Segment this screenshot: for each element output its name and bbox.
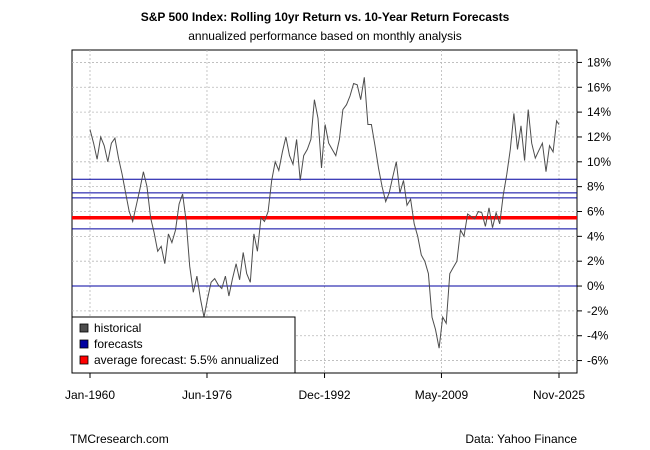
y-tick-label: 0% bbox=[587, 279, 605, 293]
legend-label: forecasts bbox=[94, 337, 143, 351]
y-tick-label: -6% bbox=[587, 354, 609, 368]
x-tick-label: May-2009 bbox=[415, 388, 469, 402]
x-tick-label: Dec-1992 bbox=[299, 388, 351, 402]
y-tick-label: -2% bbox=[587, 304, 609, 318]
legend-swatch bbox=[79, 355, 89, 365]
y-tick-label: 12% bbox=[587, 130, 611, 144]
legend-box bbox=[71, 316, 296, 374]
y-tick-label: -4% bbox=[587, 329, 609, 343]
x-tick-label: Nov-2025 bbox=[533, 388, 585, 402]
x-tick-label: Jun-1976 bbox=[182, 388, 232, 402]
legend: historical forecasts average forecast: 5.5… bbox=[71, 316, 296, 374]
footer-source-site: TMCresearch.com bbox=[70, 432, 169, 446]
y-tick-label: 6% bbox=[587, 205, 605, 219]
y-tick-label: 8% bbox=[587, 180, 605, 194]
footer-data-credit: Data: Yahoo Finance bbox=[465, 432, 577, 446]
legend-swatch bbox=[79, 339, 89, 349]
y-tick-label: 4% bbox=[587, 229, 605, 243]
legend-label: historical bbox=[94, 321, 141, 335]
y-tick-label: 14% bbox=[587, 105, 611, 119]
y-tick-label: 18% bbox=[587, 55, 611, 69]
y-tick-label: 16% bbox=[587, 80, 611, 94]
y-tick-label: 10% bbox=[587, 155, 611, 169]
historical-series-line bbox=[89, 77, 560, 349]
legend-swatch bbox=[79, 323, 89, 333]
chart-subtitle: annualized performance based on monthly … bbox=[188, 29, 462, 43]
legend-label: average forecast: 5.5% annualized bbox=[94, 353, 279, 367]
chart-title: S&P 500 Index: Rolling 10yr Return vs. 1… bbox=[140, 10, 510, 24]
y-tick-label: 2% bbox=[587, 254, 605, 268]
x-tick-label: Jan-1960 bbox=[65, 388, 115, 402]
